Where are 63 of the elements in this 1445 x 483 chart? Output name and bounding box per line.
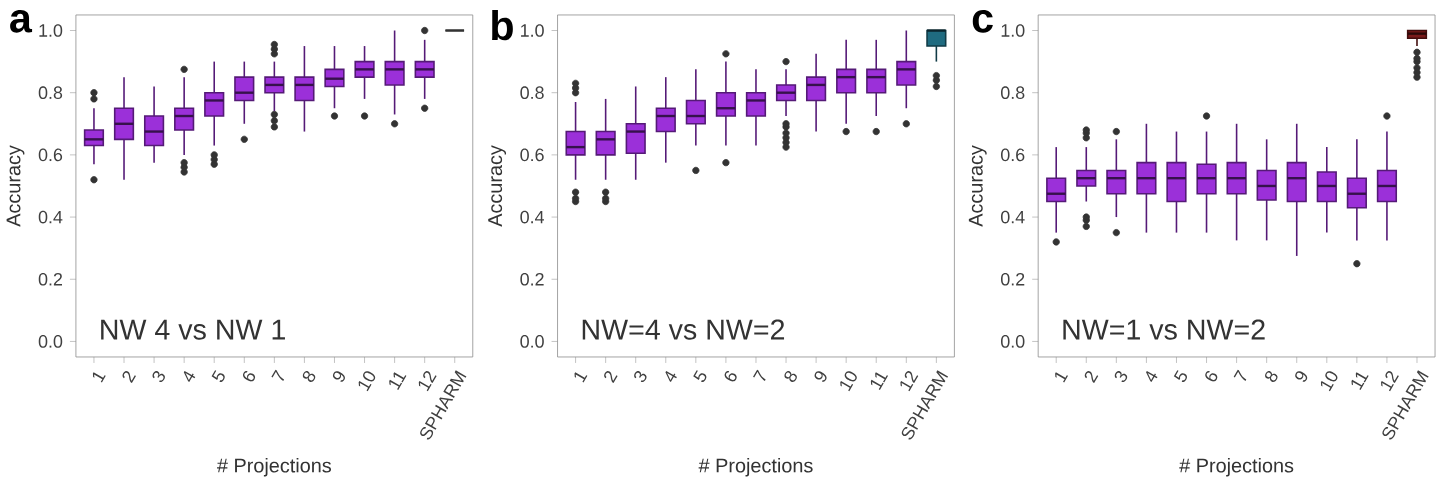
x-tick-label: 1 [574, 372, 588, 383]
x-tick-label: 4 [665, 370, 677, 382]
x-axis-title: # Projections [698, 457, 813, 477]
y-tick-label: 1.0 [39, 24, 63, 37]
x-tick-label: 5 [693, 370, 707, 382]
x-tick-label: 2 [604, 371, 618, 383]
x-axis-title: # Projections [217, 457, 332, 477]
x-tick-label: 3 [1114, 371, 1128, 382]
y-tick-label: 1.0 [1001, 24, 1025, 37]
x-tick-label: 2 [1084, 371, 1099, 383]
x-tick-label: 7 [271, 369, 285, 381]
y-axis-title: Accuracy [968, 145, 987, 227]
y-tick-label: 0.8 [1000, 86, 1025, 99]
annotation: NW 4 vs NW 1 [101, 319, 285, 340]
x-tick-label: 10 [1320, 371, 1338, 392]
x-tick-label: 10 [358, 371, 376, 392]
x-tick-label: 6 [242, 371, 256, 382]
x-tick-label: 4 [183, 370, 196, 382]
y-tick-label: 0.8 [38, 86, 63, 99]
x-tick-label: 9 [332, 371, 345, 382]
y-tick-label: 0.2 [1000, 272, 1025, 286]
x-tick-label: 3 [152, 371, 165, 382]
y-tick-label: 0.6 [1000, 148, 1025, 162]
x-tick-label: 9 [1295, 371, 1308, 382]
x-tick-label: 7 [753, 369, 766, 381]
x-tick-label: 8 [1265, 370, 1278, 382]
annotation: NW=1 vs NW=2 [1063, 319, 1265, 340]
y-tick-label: 0.4 [520, 210, 544, 224]
x-tick-label: 5 [1173, 370, 1188, 382]
x-tick-label: 2 [122, 371, 136, 383]
chart-title: c [972, 10, 993, 33]
y-tick-label: 0.6 [520, 148, 544, 162]
y-axis-title: Accuracy [488, 145, 507, 227]
y-tick-label: 0.4 [1000, 210, 1025, 224]
x-tick-label: 11 [389, 372, 407, 390]
y-tick-label: 0.0 [520, 335, 544, 348]
x-tick-label: 6 [724, 371, 737, 382]
x-tick-label: 8 [302, 370, 316, 382]
x-tick-label: 6 [1205, 371, 1218, 382]
y-tick-label: 0.2 [38, 272, 63, 286]
x-tick-label: 5 [211, 370, 225, 382]
chart-title: a [10, 10, 33, 33]
x-tick-label: 1 [1055, 372, 1069, 383]
x-tick-label: 1 [92, 372, 106, 383]
y-tick-label: 1.0 [521, 24, 544, 37]
annotation: NW=4 vs NW=2 [582, 319, 785, 340]
y-tick-label: 0.4 [38, 210, 63, 224]
x-tick-label: 9 [814, 371, 827, 382]
y-tick-label: 0.8 [520, 86, 544, 99]
x-tick-label: 7 [1233, 369, 1247, 381]
x-tick-label: 10 [840, 371, 857, 392]
x-tick-label: 11 [1351, 372, 1369, 390]
x-tick-label: 4 [1146, 370, 1158, 382]
y-axis-title: Accuracy [6, 145, 25, 227]
y-tick-label: 0.0 [38, 335, 63, 348]
y-tick-label: 0.6 [38, 148, 63, 162]
x-axis-title: # Projections [1179, 457, 1294, 477]
chart-title: b [492, 10, 513, 41]
x-tick-label: 3 [634, 371, 647, 382]
y-tick-label: 0.2 [520, 272, 544, 286]
x-tick-label: 8 [784, 370, 797, 382]
y-tick-label: 0.0 [1000, 335, 1025, 348]
x-tick-label: 11 [870, 372, 889, 390]
